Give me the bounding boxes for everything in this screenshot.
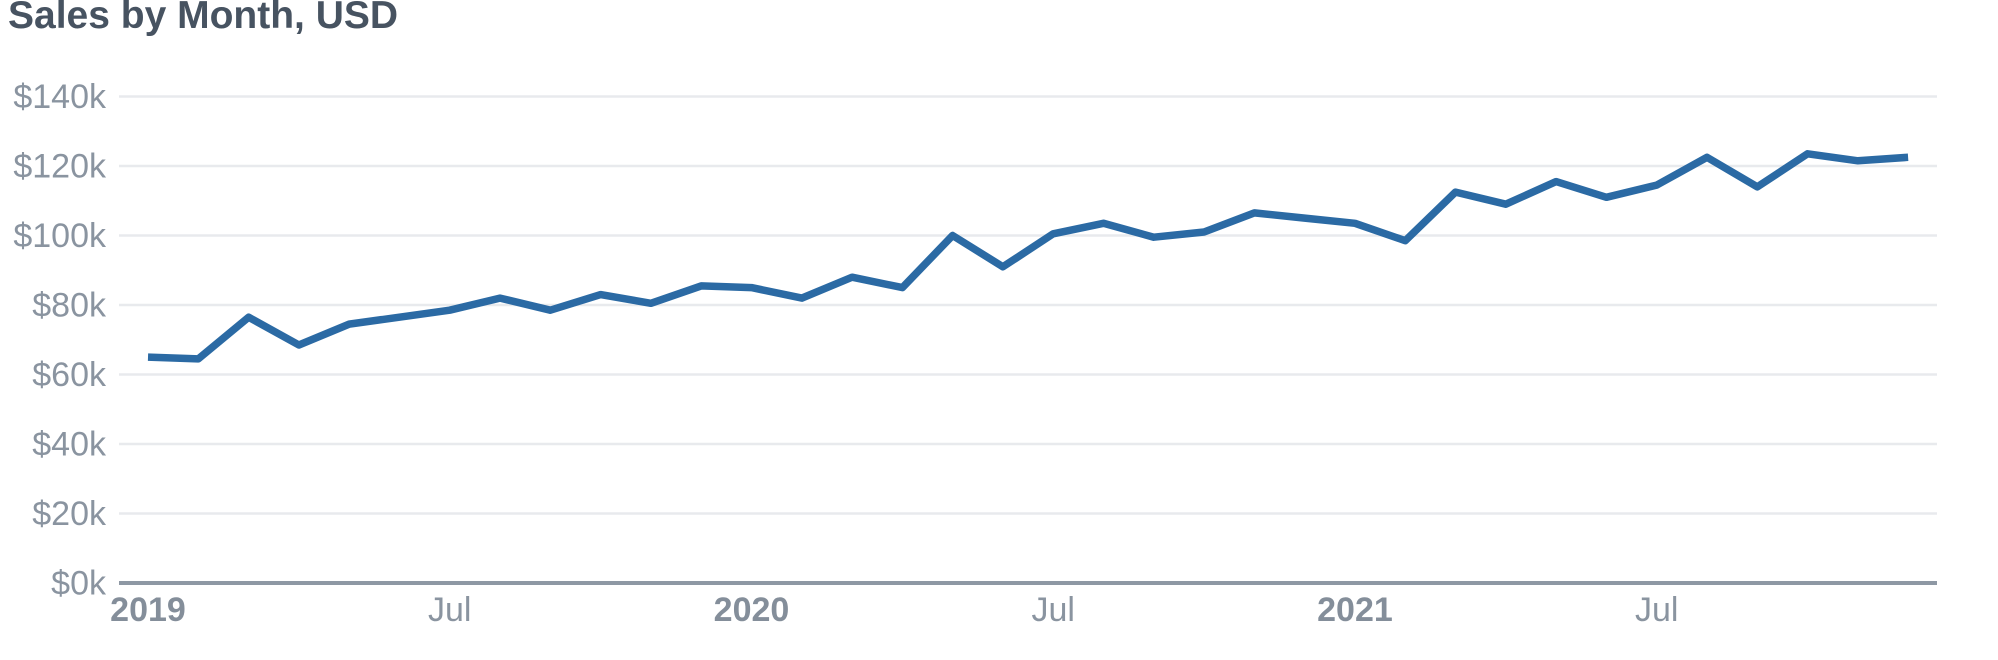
y-axis-tick-label: $40k [32, 426, 107, 464]
x-axis-tick-label: Jul [1635, 591, 1678, 629]
y-axis-tick-label: $140k [13, 78, 107, 116]
x-axis-tick-label: 2019 [110, 591, 186, 629]
y-axis-tick-label: $80k [32, 287, 107, 325]
y-axis-tick-label: $60k [32, 356, 107, 394]
y-axis-tick-label: $20k [32, 495, 107, 533]
chart-title: Sales by Month, USD [8, 0, 399, 37]
x-axis-tick-label: Jul [1031, 591, 1074, 629]
y-axis-tick-label: $100k [13, 217, 107, 255]
sales-series-line [147, 150, 1909, 363]
y-axis-tick-label: $120k [13, 148, 107, 186]
x-axis-tick-label: Jul [428, 591, 471, 629]
x-axis-tick-label: 2020 [714, 591, 790, 629]
x-axis-tick-label: 2021 [1317, 591, 1393, 629]
y-axis-tick-label: $0k [51, 565, 107, 603]
